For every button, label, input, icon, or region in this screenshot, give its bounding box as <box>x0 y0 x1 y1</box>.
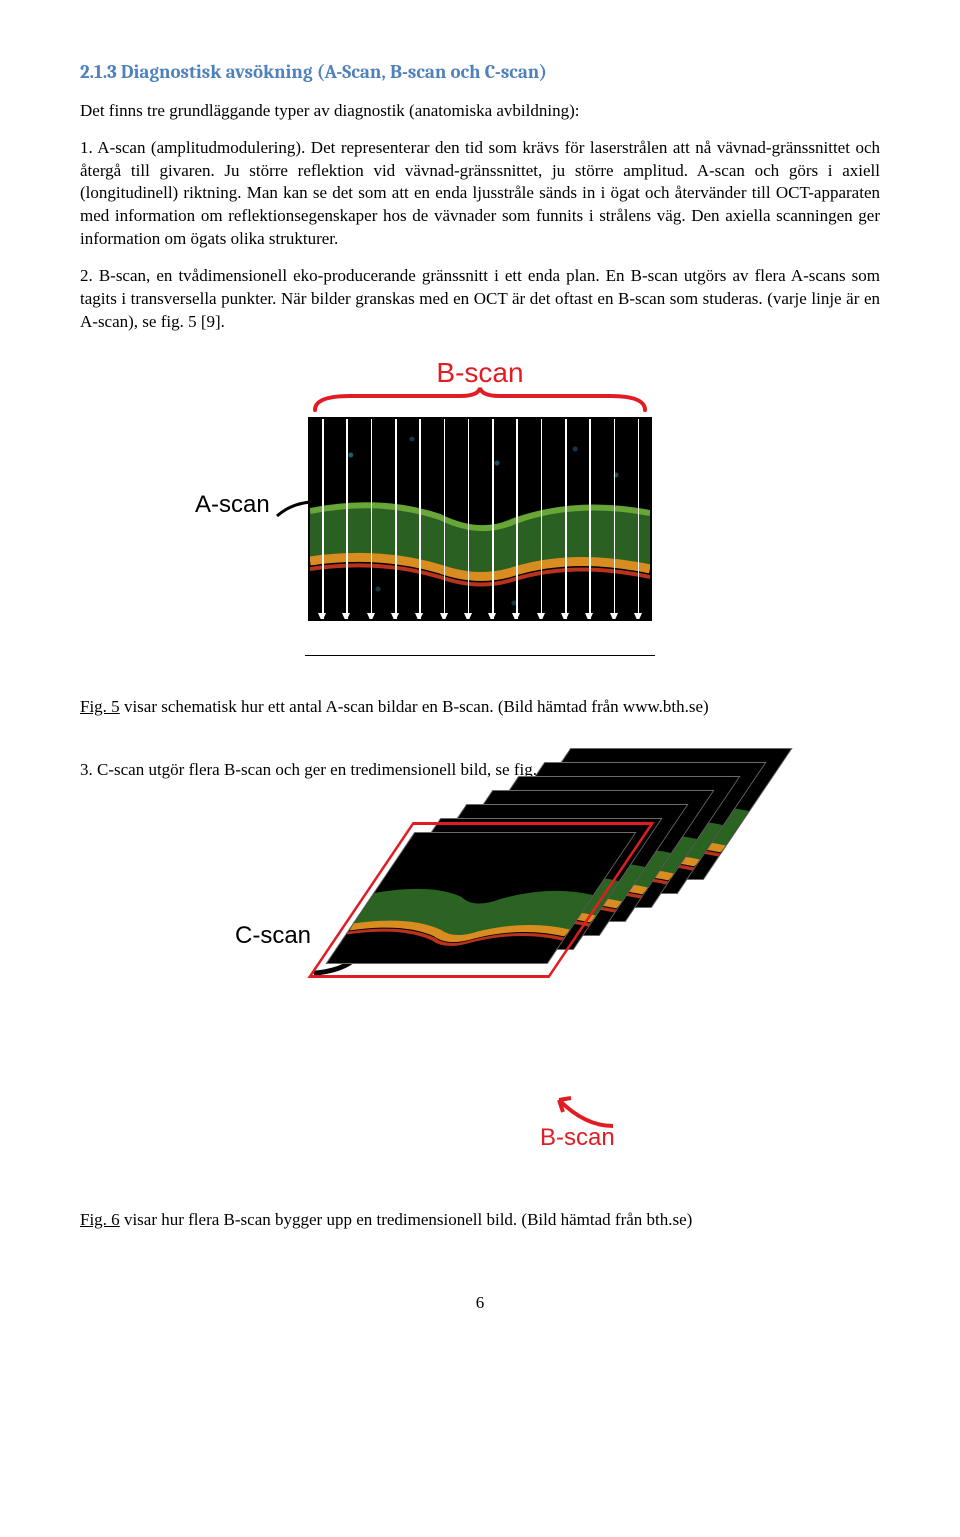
ascan-line <box>419 419 421 619</box>
fig6-caption-ref: Fig. 6 <box>80 1210 120 1229</box>
para-bscan: 2. B-scan, en tvådimensionell eko-produc… <box>80 265 880 334</box>
para-ascan: 1. A-scan (amplitudmodulering). Det repr… <box>80 137 880 252</box>
ascan-arrowhead-icon <box>488 613 496 621</box>
figure-6: C-scan B-scan <box>80 802 880 1169</box>
ascan-arrowhead-icon <box>464 613 472 621</box>
brace-top-icon <box>310 386 650 412</box>
fig5-caption-ref: Fig. 5 <box>80 697 120 716</box>
ascan-line <box>589 419 591 619</box>
figure-6-caption: Fig. 6 visar hur flera B-scan bygger upp… <box>80 1209 880 1232</box>
ascan-line <box>638 419 640 619</box>
ascan-arrowhead-icon <box>391 613 399 621</box>
ascan-line <box>614 419 616 619</box>
ascan-line <box>322 419 324 619</box>
ascan-arrowhead-icon <box>440 613 448 621</box>
ascan-arrowhead-icon <box>342 613 350 621</box>
ascan-line <box>346 419 348 619</box>
ascan-line <box>492 419 494 619</box>
ascan-arrowhead-icon <box>634 613 642 621</box>
ascan-line <box>541 419 543 619</box>
ascan-line <box>444 419 446 619</box>
ascan-line <box>516 419 518 619</box>
ascan-arrowhead-icon <box>561 613 569 621</box>
section-heading: 2.1.3 Diagnostisk avsökning (A-Scan, B-s… <box>80 60 880 86</box>
figure-5-caption: Fig. 5 visar schematisk hur ett antal A-… <box>80 696 880 719</box>
ascan-arrowhead-icon <box>585 613 593 621</box>
bscan-small-label: B-scan <box>540 1122 615 1154</box>
ascan-line <box>565 419 567 619</box>
ascan-line <box>395 419 397 619</box>
fig6-caption-text: visar hur flera B-scan bygger upp en tre… <box>120 1210 693 1229</box>
cscan-label: C-scan <box>235 920 311 952</box>
bscan-panel <box>308 417 652 621</box>
ascan-line <box>468 419 470 619</box>
page-number: 6 <box>80 1292 880 1315</box>
fig5-caption-text: visar schematisk hur ett antal A-scan bi… <box>120 697 709 716</box>
ascan-arrowhead-icon <box>367 613 375 621</box>
intro-para: Det finns tre grundläggande typer av dia… <box>80 100 880 123</box>
ascan-arrowhead-icon <box>537 613 545 621</box>
ascan-arrowhead-icon <box>318 613 326 621</box>
ascan-line <box>371 419 373 619</box>
ascan-label: A-scan <box>195 489 270 521</box>
ascan-arrowhead-icon <box>512 613 520 621</box>
ascan-arrowhead-icon <box>415 613 423 621</box>
ascan-arrowhead-icon <box>610 613 618 621</box>
figure-5: B-scan A-scan <box>80 354 880 656</box>
